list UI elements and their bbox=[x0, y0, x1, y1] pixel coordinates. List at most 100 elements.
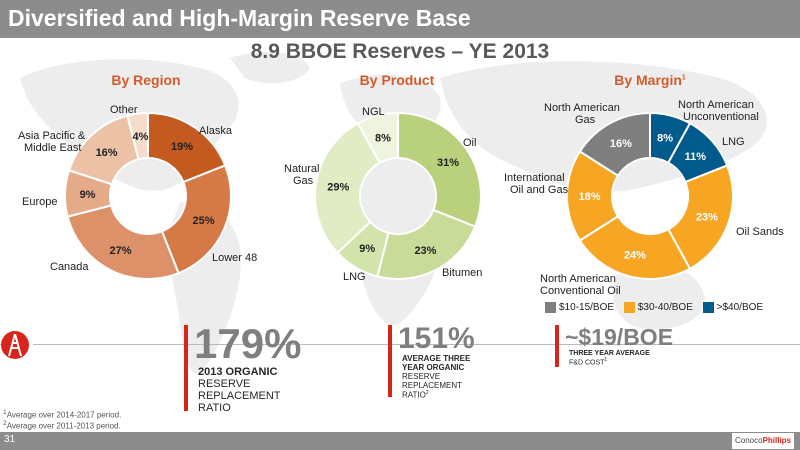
label-canada: Canada bbox=[50, 261, 89, 273]
label-na-gas-1: North American bbox=[544, 102, 620, 114]
label-na-unconv-2: Unconventional bbox=[683, 111, 759, 123]
slice-label-0-1: 25% bbox=[193, 215, 215, 227]
legend-swatch-mid bbox=[623, 302, 635, 313]
chart-main-title: 8.9 BBOE Reserves – YE 2013 bbox=[250, 40, 550, 63]
stat1-line3: REPLACEMENT bbox=[198, 390, 281, 402]
stat1-line1: 2013 ORGANIC bbox=[198, 366, 278, 378]
slice-label-2-3: 24% bbox=[624, 250, 646, 262]
footer-bar bbox=[0, 432, 800, 450]
label-lng-product: LNG bbox=[343, 271, 366, 283]
section-title-margin: By Margin1 bbox=[570, 72, 730, 88]
page-number: 31 bbox=[4, 434, 16, 445]
stat1-line2: RESERVE bbox=[198, 378, 251, 390]
stat3-sup: 1 bbox=[604, 357, 608, 363]
slice-label-0-3: 9% bbox=[80, 189, 96, 201]
label-lower-48: Lower 48 bbox=[212, 252, 257, 264]
slice-label-1-1: 23% bbox=[414, 245, 436, 257]
footnote-2-text: Average over 2011-2013 period. bbox=[6, 421, 121, 431]
label-intl-1: International bbox=[504, 172, 565, 184]
section-title-product: By Product bbox=[359, 72, 435, 88]
slice-1-4 bbox=[356, 111, 399, 165]
label-alaska: Alaska bbox=[199, 125, 233, 137]
header-bar: Diversified and High-Margin Reserve Base bbox=[0, 0, 800, 38]
label-asia-pacific: Asia Pacific & bbox=[18, 130, 86, 142]
donut-region: 19% 25% 27% 9% 16% 4% bbox=[64, 111, 232, 280]
donut-margin: 8% 11% 23% 24% 18% 16% bbox=[566, 111, 734, 280]
legend-item-low: $10-15/BOE bbox=[545, 302, 614, 313]
footnote-1: 1Average over 2014-2017 period. bbox=[3, 409, 121, 420]
company-logo: ConocoPhillips bbox=[732, 433, 794, 449]
stat2-sup: 2 bbox=[425, 390, 429, 396]
stat2-line5-text: RATIO bbox=[402, 390, 426, 400]
stat1-line4: RATIO bbox=[198, 402, 231, 414]
legend-item-high: >$40/BOE bbox=[702, 302, 763, 313]
slide-title: Diversified and High-Margin Reserve Base bbox=[8, 5, 471, 31]
label-oil: Oil bbox=[463, 137, 476, 149]
footnote-2: 2Average over 2011-2013 period. bbox=[3, 420, 121, 431]
footnote-2-num: 2 bbox=[3, 420, 7, 427]
legend-swatch-high bbox=[702, 302, 714, 313]
stat1-value: 179% bbox=[194, 320, 302, 367]
legend-item-mid: $30-40/BOE bbox=[623, 302, 693, 314]
label-na-unconv-1: North American bbox=[678, 99, 754, 111]
slice-label-2-0: 8% bbox=[657, 132, 673, 144]
label-ngl: NGL bbox=[362, 106, 385, 118]
stat1-bar bbox=[184, 325, 188, 411]
slice-1-3 bbox=[314, 121, 382, 255]
slice-label-0-5: 4% bbox=[132, 131, 148, 143]
logo-text-b: Phillips bbox=[762, 436, 792, 445]
slice-label-2-4: 18% bbox=[578, 191, 600, 203]
section-title-region: By Region bbox=[111, 72, 181, 88]
label-na-gas-2: Gas bbox=[575, 114, 596, 126]
logo-text-a: Conoco bbox=[734, 436, 763, 445]
slice-label-2-2: 23% bbox=[696, 211, 718, 223]
slice-label-0-0: 19% bbox=[171, 141, 193, 153]
label-europe: Europe bbox=[22, 196, 57, 208]
label-middle-east: Middle East bbox=[24, 142, 81, 154]
slice-0-1 bbox=[160, 164, 232, 275]
label-lng-margin: LNG bbox=[722, 136, 745, 148]
stat2-line4: REPLACEMENT bbox=[402, 381, 463, 390]
stat3-line2-text: F&D COST bbox=[569, 359, 605, 367]
margin-legend: $10-15/BOE $30-40/BOE >$40/BOE bbox=[545, 302, 770, 313]
stat2-bar bbox=[388, 325, 392, 397]
label-intl-2: Oil and Gas bbox=[510, 184, 569, 196]
slice-label-1-2: 9% bbox=[359, 243, 375, 255]
stat3-value: ~$19/BOE bbox=[565, 324, 674, 350]
slice-label-0-4: 16% bbox=[96, 147, 118, 159]
slice-0-5 bbox=[126, 111, 149, 161]
footnote-1-text: Average over 2014-2017 period. bbox=[6, 410, 122, 420]
stat3-line2: F&D COST1 bbox=[569, 357, 608, 367]
legend-swatch-low bbox=[545, 302, 556, 313]
section-title-margin-text: By Margin bbox=[614, 72, 682, 88]
stat2-line3: RESERVE bbox=[402, 372, 441, 381]
slice-label-1-0: 31% bbox=[437, 157, 459, 169]
stat2-line2: YEAR ORGANIC bbox=[402, 363, 465, 372]
slice-label-2-5: 16% bbox=[610, 138, 632, 150]
stats-divider bbox=[0, 344, 800, 345]
label-natural: Natural bbox=[284, 163, 319, 175]
stat3-bar bbox=[555, 325, 559, 367]
slice-1-1 bbox=[376, 208, 477, 280]
slice-label-1-3: 29% bbox=[327, 182, 349, 194]
oil-rig-icon bbox=[1, 326, 33, 364]
label-na-conv-2: Conventional Oil bbox=[540, 285, 621, 297]
slice-label-1-4: 8% bbox=[375, 132, 391, 144]
stat2-line1: AVERAGE THREE bbox=[402, 354, 471, 363]
slice-label-2-1: 11% bbox=[685, 151, 707, 163]
label-oil-sands: Oil Sands bbox=[736, 226, 784, 238]
stat2-value: 151% bbox=[398, 322, 475, 355]
slice-2-2 bbox=[666, 164, 734, 271]
label-other: Other bbox=[110, 104, 138, 116]
slice-label-0-2: 27% bbox=[110, 245, 132, 257]
footnote-1-num: 1 bbox=[3, 409, 7, 416]
slice-0-2 bbox=[66, 204, 180, 280]
slice-0-0 bbox=[147, 111, 227, 184]
slice-2-3 bbox=[578, 214, 692, 280]
stat2-line5: RATIO2 bbox=[402, 391, 429, 400]
slice-1-0 bbox=[397, 111, 482, 228]
slice-2-5 bbox=[578, 111, 651, 178]
label-bitumen: Bitumen bbox=[442, 267, 482, 279]
donut-product: 31% 23% 9% 29% 8% bbox=[314, 111, 482, 280]
legend-label-mid: $30-40/BOE bbox=[637, 302, 693, 314]
